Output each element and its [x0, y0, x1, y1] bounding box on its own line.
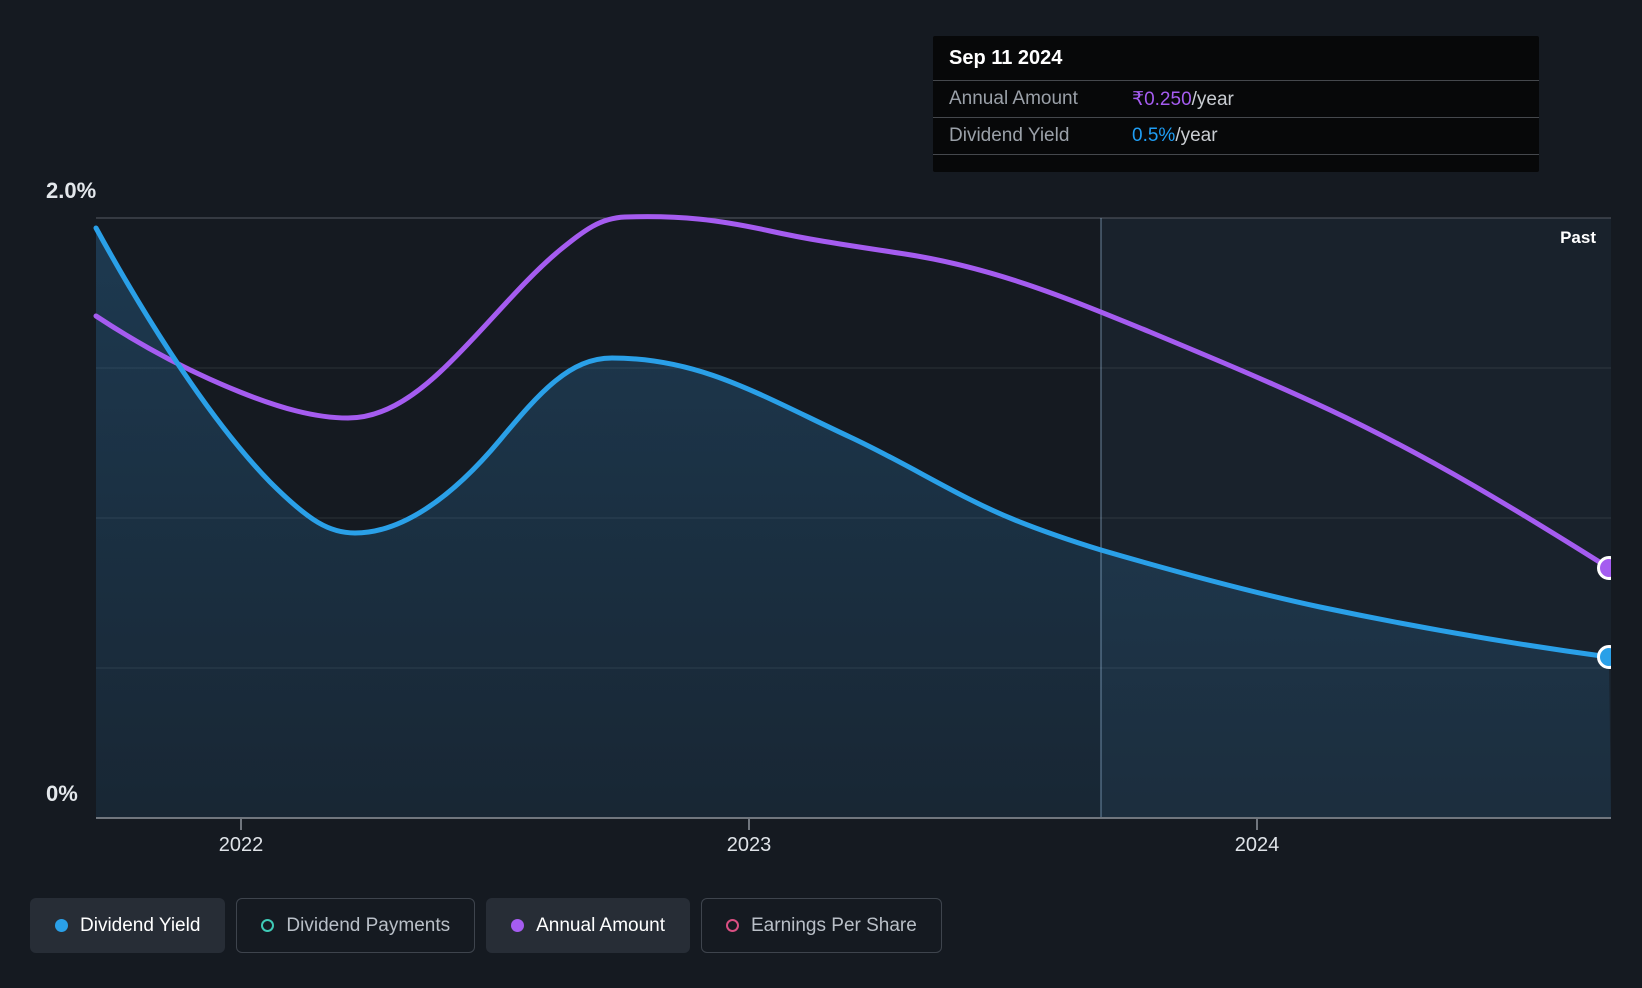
filled-dot-icon	[55, 919, 68, 932]
annual-amount-endpoint	[1597, 556, 1611, 580]
y-axis-label-top: 2.0%	[46, 178, 97, 203]
x-axis-label: 2024	[1234, 834, 1280, 856]
annual-amount-line	[93, 214, 1611, 571]
tooltip-value-suffix: /year	[1175, 125, 1218, 146]
tooltip-label: Dividend Yield	[949, 125, 1070, 146]
dividend-yield-line	[93, 225, 1611, 660]
tooltip-row-dividend-yield: Dividend Yield 0.5%/year	[933, 117, 1539, 154]
tooltip-row-annual-amount: Annual Amount ₹0.250/year	[933, 80, 1539, 117]
legend-item-annual-amount[interactable]: Annual Amount	[486, 898, 690, 953]
tooltip-date: Sep 11 2024	[949, 47, 1063, 69]
legend-item-dividend-payments[interactable]: Dividend Payments	[236, 898, 476, 953]
tooltip-value-suffix: /year	[1191, 88, 1234, 110]
x-ticks	[240, 818, 1258, 830]
legend-item-label: Dividend Yield	[80, 914, 201, 936]
legend-item-label: Earnings Per Share	[751, 914, 917, 936]
tooltip-value: 0.5%	[1132, 125, 1176, 146]
filled-dot-icon	[511, 919, 525, 932]
y-axis-label-bottom: 0%	[46, 781, 78, 806]
legend-item-label: Dividend Payments	[286, 914, 451, 936]
tooltip-footer	[933, 154, 1539, 172]
x-axis-label: 2022	[218, 834, 264, 856]
chart-tooltip: Sep 11 2024 Annual Amount ₹0.250/year Di…	[933, 36, 1539, 172]
legend: Dividend Yield Dividend Payments Annual …	[30, 898, 942, 953]
dividend-yield-area-fill	[96, 228, 1611, 818]
legend-item-earnings-per-share[interactable]: Earnings Per Share	[701, 898, 942, 953]
open-circle-icon	[261, 919, 275, 932]
tooltip-label: Annual Amount	[949, 88, 1078, 109]
past-label: Past	[1560, 228, 1596, 247]
x-axis-label: 2023	[726, 834, 772, 856]
tooltip-value: ₹0.250	[1132, 88, 1192, 110]
legend-item-label: Annual Amount	[536, 914, 665, 936]
dividend-yield-endpoint	[1597, 645, 1611, 669]
open-circle-icon	[726, 919, 739, 932]
legend-item-dividend-yield[interactable]: Dividend Yield	[30, 898, 226, 953]
x-axis-labels: 2022 2023 2024	[0, 833, 1642, 859]
